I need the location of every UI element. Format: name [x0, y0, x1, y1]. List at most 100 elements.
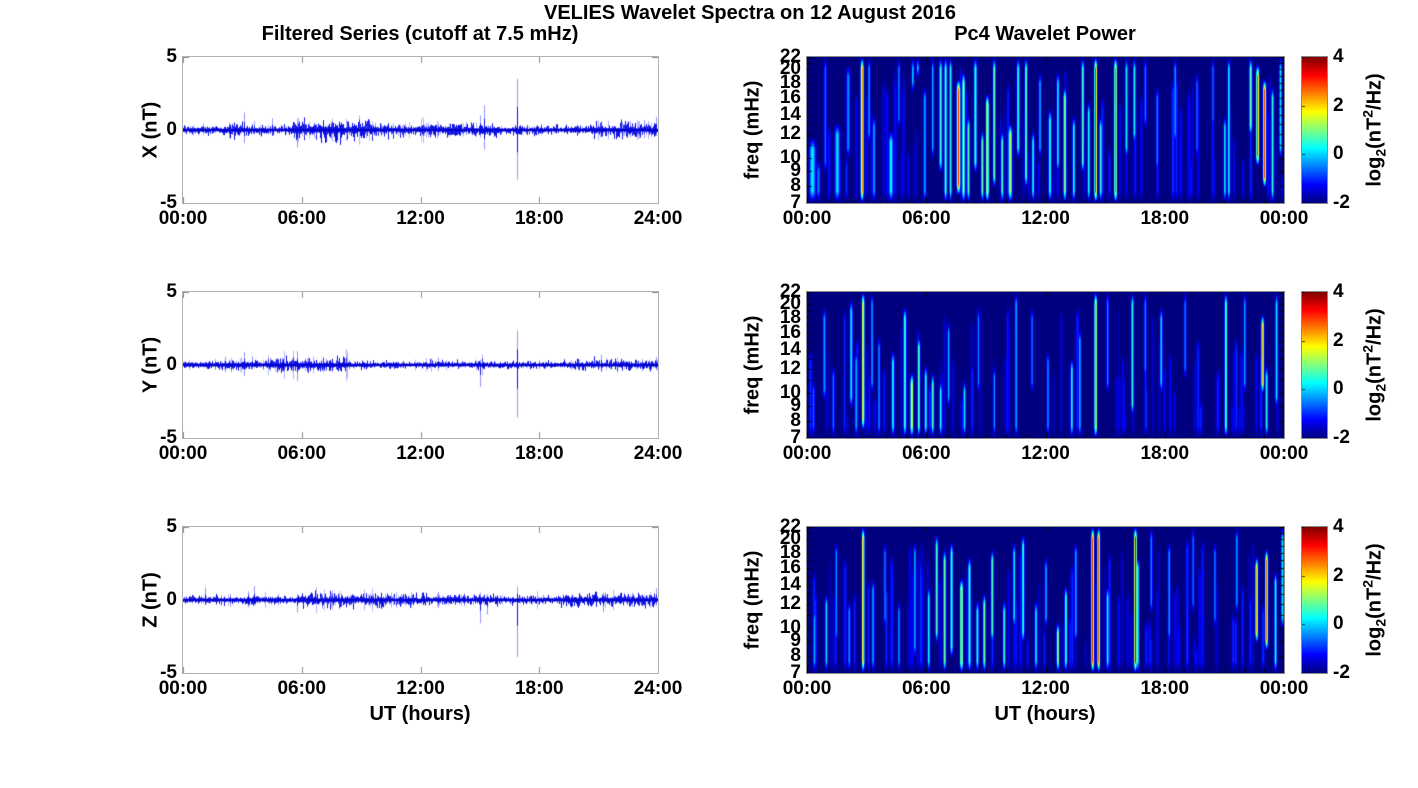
colorbar-label-part: (nT	[1363, 352, 1386, 384]
ts-ytick-label: 5	[166, 46, 177, 67]
colorbar-label-part: 2	[1372, 618, 1389, 627]
ut-label-right: UT (hours)	[994, 703, 1096, 725]
spec-xtick-label: 12:00	[1021, 678, 1070, 699]
freq-tick-label: 16	[779, 556, 801, 578]
freq-tick-label: 9	[790, 629, 801, 651]
ts-ytick-label: -5	[160, 192, 177, 213]
colorbar-label-part: 2	[1359, 344, 1376, 353]
freq-tick-label: 9	[790, 159, 801, 181]
timeseries-canvas-z	[183, 527, 658, 673]
colorbar-label-part: 2	[1372, 383, 1389, 392]
ts-ylabel-y: Y (nT)	[139, 336, 162, 394]
colorbar-tick-label: 2	[1333, 94, 1344, 116]
ts-ytick-label: 5	[166, 281, 177, 302]
colorbar-label-part: 2	[1359, 109, 1376, 118]
freq-axis-label-z: freq (mHz)	[741, 550, 764, 650]
freq-tick-label: 12	[779, 593, 801, 615]
ts-xtick-label: 18:00	[514, 678, 564, 699]
colorbar-z	[1301, 526, 1328, 674]
ut-label-left: UT (hours)	[369, 703, 471, 725]
freq-tick-label: 7	[790, 192, 801, 213]
freq-axis-label-y: freq (mHz)	[741, 315, 764, 415]
colorbar-tick-label: 4	[1333, 516, 1344, 537]
freq-tick-label: 18	[779, 541, 801, 563]
ts-xtick-label: 12:00	[396, 208, 445, 229]
colorbar-label-z: log2(nT2/Hz)	[1360, 543, 1389, 656]
freq-tick-label: 9	[790, 394, 801, 416]
colorbar-label-y: log2(nT2/Hz)	[1360, 308, 1389, 421]
colorbar-label-part: log	[1363, 391, 1386, 422]
colorbar-tick-label: -2	[1333, 192, 1350, 213]
spec-xtick-label: 00:00	[1259, 678, 1309, 699]
colorbar-tick-label: 0	[1333, 613, 1344, 635]
ts-panel-y	[182, 291, 659, 439]
left-column-title: Filtered Series (cutoff at 7.5 mHz)	[261, 23, 579, 45]
colorbar-tick-label: 4	[1333, 46, 1344, 67]
colorbar-tick-label: 4	[1333, 281, 1344, 302]
freq-tick-label: 7	[790, 427, 801, 448]
colorbar-tick-label: 0	[1333, 143, 1344, 165]
ts-ytick-label: -5	[160, 427, 177, 448]
figure-title: VELIES Wavelet Spectra on 12 August 2016	[544, 2, 956, 24]
ts-xtick-label: 00:00	[158, 208, 208, 229]
colorbar-canvas-x	[1302, 57, 1327, 203]
freq-tick-label: 12	[779, 358, 801, 380]
freq-tick-label: 14	[779, 573, 801, 595]
spectrogram-panel-x	[806, 56, 1285, 204]
ts-xtick-label: 24:00	[633, 443, 683, 464]
ts-xtick-label: 12:00	[396, 443, 445, 464]
freq-tick-label: 10	[779, 146, 801, 168]
spec-xtick-label: 18:00	[1140, 678, 1190, 699]
spec-xtick-label: 18:00	[1140, 208, 1190, 229]
colorbar-label-part: /Hz)	[1363, 308, 1386, 345]
ts-xtick-label: 00:00	[158, 678, 208, 699]
timeseries-canvas-x	[183, 57, 658, 203]
freq-tick-label: 22	[779, 281, 801, 302]
freq-tick-label: 7	[790, 662, 801, 683]
colorbar-canvas-y	[1302, 292, 1327, 438]
spec-xtick-label: 00:00	[782, 208, 832, 229]
ts-panel-x	[182, 56, 659, 204]
colorbar-label-part: (nT	[1363, 117, 1386, 149]
colorbar-label-part: (nT	[1363, 587, 1386, 619]
colorbar-label-part: 2	[1359, 579, 1376, 588]
spec-xtick-label: 00:00	[782, 678, 832, 699]
ts-xtick-label: 06:00	[277, 443, 327, 464]
colorbar-label-x: log2(nT2/Hz)	[1360, 73, 1389, 186]
spectrogram-panel-y	[806, 291, 1285, 439]
ts-ytick-label: 0	[166, 119, 177, 140]
colorbar-canvas-z	[1302, 527, 1327, 673]
spec-xtick-label: 18:00	[1140, 443, 1190, 464]
ts-xtick-label: 18:00	[514, 208, 564, 229]
colorbar-y	[1301, 291, 1328, 439]
freq-tick-label: 8	[790, 174, 801, 196]
spectrogram-canvas-x	[807, 57, 1284, 203]
ts-xtick-label: 12:00	[396, 678, 445, 699]
spectrogram-panel-z	[806, 526, 1285, 674]
freq-tick-label: 18	[779, 306, 801, 328]
freq-tick-label: 22	[779, 46, 801, 67]
freq-tick-label: 16	[779, 86, 801, 108]
spec-xtick-label: 12:00	[1021, 208, 1070, 229]
spec-xtick-label: 00:00	[782, 443, 832, 464]
freq-tick-label: 14	[779, 338, 801, 360]
colorbar-tick-label: -2	[1333, 662, 1350, 683]
colorbar-tick-label: 2	[1333, 329, 1344, 351]
ts-ytick-label: 0	[166, 354, 177, 375]
freq-axis-label-x: freq (mHz)	[741, 80, 764, 180]
ts-xtick-label: 06:00	[277, 678, 327, 699]
colorbar-label-part: 2	[1372, 148, 1389, 157]
colorbar-tick-label: 2	[1333, 564, 1344, 586]
colorbar-tick-label: -2	[1333, 427, 1350, 448]
spec-xtick-label: 00:00	[1259, 208, 1309, 229]
colorbar-label-part: /Hz)	[1363, 543, 1386, 580]
ts-xtick-label: 00:00	[158, 443, 208, 464]
colorbar-label-part: log	[1363, 626, 1386, 657]
right-column-title: Pc4 Wavelet Power	[954, 23, 1136, 45]
colorbar-label-part: log	[1363, 156, 1386, 187]
ts-panel-z	[182, 526, 659, 674]
ts-xtick-label: 06:00	[277, 208, 327, 229]
ts-xtick-label: 24:00	[633, 678, 683, 699]
freq-tick-label: 10	[779, 616, 801, 638]
